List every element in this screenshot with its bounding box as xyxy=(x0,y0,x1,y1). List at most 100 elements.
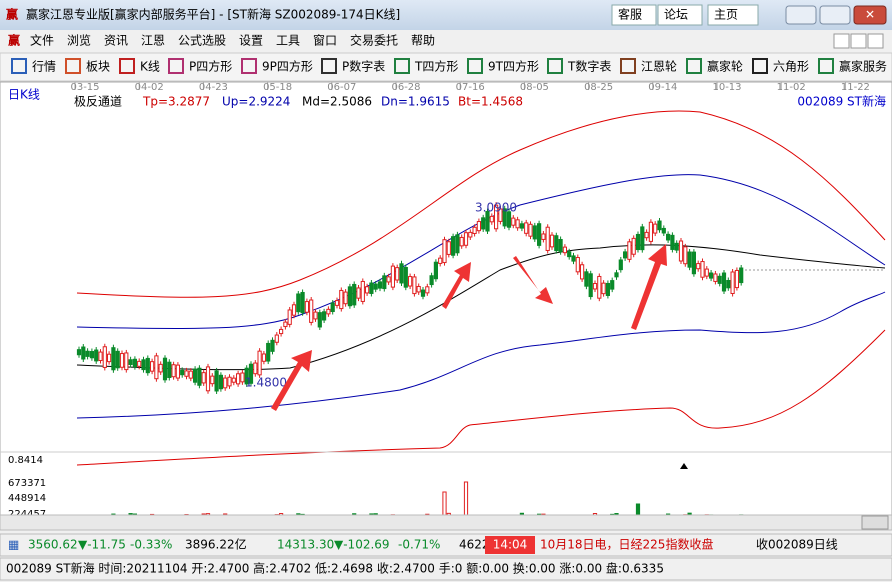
candle-body xyxy=(360,280,365,302)
candle-body xyxy=(309,299,314,323)
tool-label[interactable]: 赢家服务 xyxy=(839,59,887,74)
link-button[interactable] xyxy=(657,4,703,26)
candle-body xyxy=(395,267,400,281)
tool-label[interactable]: 板块 xyxy=(86,60,110,74)
tool-icon[interactable] xyxy=(752,58,768,74)
tool-label[interactable]: 赢家轮 xyxy=(707,59,743,74)
date-label: 11-22 xyxy=(841,82,870,93)
candle-body xyxy=(356,287,361,299)
menu-item[interactable]: 文件 xyxy=(30,33,54,48)
minimize[interactable] xyxy=(785,5,817,25)
menu-item[interactable]: 资讯 xyxy=(104,34,128,48)
status-bar xyxy=(0,533,892,557)
tool-icon[interactable] xyxy=(467,58,483,74)
mdi-button[interactable] xyxy=(833,33,850,49)
candle-body xyxy=(197,367,202,386)
tool-icon[interactable] xyxy=(168,58,184,74)
menu-item[interactable]: 窗口 xyxy=(313,34,337,48)
tool-label[interactable]: P数字表 xyxy=(342,59,385,74)
date-label: 06-07 xyxy=(327,82,356,93)
candle-body xyxy=(528,223,533,237)
candle-body xyxy=(248,363,254,384)
index-value: 3896.22亿 xyxy=(185,537,247,552)
tool-label[interactable]: P四方形 xyxy=(189,59,232,74)
tool-icon[interactable] xyxy=(241,58,257,74)
tool-icon[interactable] xyxy=(321,58,337,74)
link-label[interactable]: 主页 xyxy=(714,8,738,22)
tool-label[interactable]: 江恩轮 xyxy=(641,60,677,74)
candle-body xyxy=(631,237,636,255)
tool-icon[interactable] xyxy=(394,58,410,74)
candle-body xyxy=(580,264,585,280)
link-label[interactable]: 客服 xyxy=(618,7,642,22)
candle-body xyxy=(472,226,477,234)
candle-body xyxy=(545,226,550,251)
candle-body xyxy=(519,223,524,229)
menu-item[interactable]: 工具 xyxy=(276,34,300,48)
tool-icon[interactable] xyxy=(620,58,636,74)
tool-label[interactable]: 9T四方形 xyxy=(488,59,539,74)
status-right: 收002089日线 xyxy=(756,538,838,552)
menu-item[interactable]: 帮助 xyxy=(411,34,435,48)
menu-item[interactable]: 交易委托 xyxy=(350,33,398,48)
candle-body xyxy=(386,276,391,283)
tool-icon[interactable] xyxy=(547,58,563,74)
mdi-button[interactable] xyxy=(867,33,884,49)
candle-body xyxy=(227,376,232,387)
candle-body xyxy=(618,259,623,271)
mdi-button[interactable] xyxy=(850,33,867,49)
scrollbar[interactable] xyxy=(0,514,892,531)
maximize[interactable] xyxy=(819,5,851,25)
link-button[interactable] xyxy=(611,4,657,26)
low-label: 1.4800 xyxy=(245,376,287,390)
tool-icon[interactable] xyxy=(119,58,135,74)
candle-body xyxy=(644,231,649,239)
date-label: 08-25 xyxy=(584,82,613,93)
tool-label[interactable]: 9P四方形 xyxy=(262,59,313,74)
tool-label[interactable]: K线 xyxy=(140,60,160,74)
candle-body xyxy=(253,362,258,375)
tool-icon[interactable] xyxy=(818,58,834,74)
candle-body xyxy=(365,286,370,294)
link-button[interactable] xyxy=(707,4,759,26)
scroll-thumb[interactable] xyxy=(861,515,889,530)
candle-body xyxy=(640,226,645,251)
candle-body xyxy=(412,276,417,295)
menu-item[interactable]: 公式选股 xyxy=(178,34,226,48)
tool-label[interactable]: 六角形 xyxy=(773,60,809,74)
arrow xyxy=(513,256,553,304)
candle-body xyxy=(128,359,133,365)
tool-icon[interactable] xyxy=(11,58,27,74)
window-title: 赢家江恩专业版[赢家内部服务平台] - [ST新海 SZ002089-174日K… xyxy=(26,7,400,22)
candle-body xyxy=(330,302,335,313)
menu-item[interactable]: 设置 xyxy=(239,34,263,48)
tool-icon[interactable] xyxy=(686,58,702,74)
tool-label[interactable]: T数字表 xyxy=(567,59,611,74)
candle-body xyxy=(231,377,236,383)
candle-body xyxy=(382,275,387,290)
index-value: 3560.62 xyxy=(28,538,78,552)
candle-body xyxy=(515,219,520,229)
candle-body xyxy=(683,246,688,265)
candle-body xyxy=(171,364,176,378)
candle-body xyxy=(266,342,271,362)
tool-label[interactable]: 行情 xyxy=(32,60,56,74)
tool-label[interactable]: T四方形 xyxy=(414,59,458,74)
tool-icon[interactable] xyxy=(65,58,81,74)
candle-body xyxy=(468,231,473,238)
candle-body xyxy=(597,275,602,299)
candle-body xyxy=(274,334,279,343)
menu-item[interactable]: 江恩 xyxy=(141,34,165,48)
indicator-item: Up=2.9224 xyxy=(222,95,290,109)
candle-body xyxy=(691,251,696,275)
index-value: -0.33% xyxy=(130,538,172,552)
close[interactable] xyxy=(853,5,887,25)
candle-body xyxy=(408,276,413,287)
candle-body xyxy=(451,236,456,256)
candle-body xyxy=(317,312,322,328)
candle-body xyxy=(416,285,421,293)
candle-body xyxy=(94,349,99,362)
menu-item[interactable]: 浏览 xyxy=(67,33,91,48)
candle-body xyxy=(111,347,116,371)
link-label[interactable]: 论坛 xyxy=(664,8,688,22)
